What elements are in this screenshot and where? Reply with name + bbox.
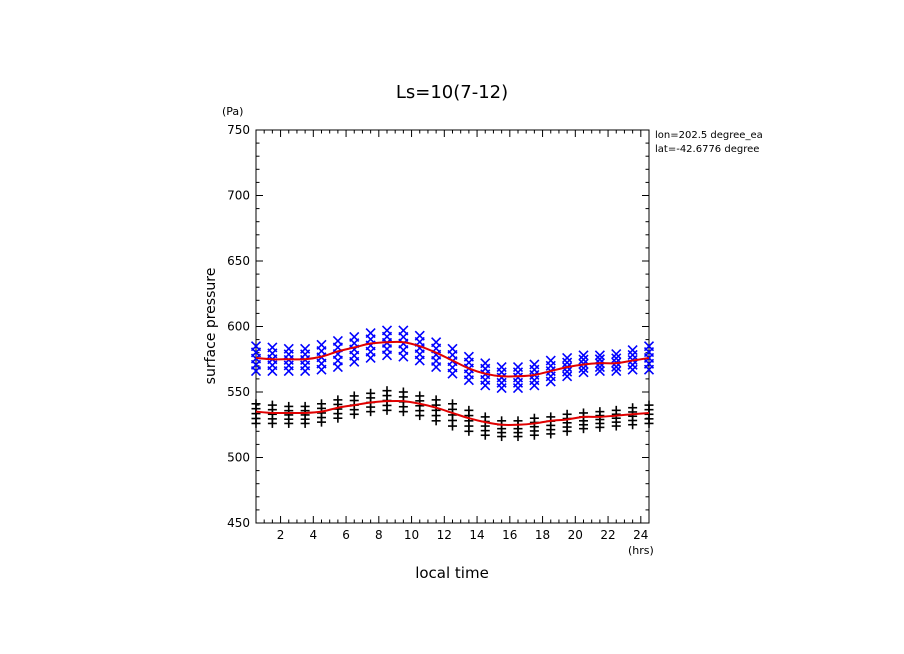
data-point-x — [611, 353, 622, 364]
series-0 — [250, 325, 655, 394]
data-point-x — [332, 335, 343, 346]
y-axis-label: surface pressure — [203, 268, 219, 385]
x-unit-label: (hrs) — [628, 544, 654, 557]
y-tick-label: 750 — [227, 123, 250, 137]
data-point-x — [414, 330, 425, 341]
data-point-x — [316, 339, 327, 350]
x-tick-label: 2 — [277, 528, 285, 542]
data-point-x — [398, 325, 409, 336]
data-point-x — [594, 365, 605, 377]
data-point-x — [594, 350, 605, 361]
data-point-plus — [480, 412, 490, 422]
annotation-lat: lat=-42.6776 degree — [655, 144, 759, 155]
y-tick-label: 650 — [227, 254, 250, 268]
data-point-plus — [267, 400, 277, 410]
data-point-x — [512, 362, 524, 373]
data-point-x — [562, 371, 573, 382]
x-tick-label: 8 — [375, 528, 383, 542]
data-point-x — [627, 364, 638, 375]
x-tick-label: 4 — [309, 528, 317, 542]
data-point-plus — [628, 403, 638, 413]
data-point-plus — [317, 399, 326, 409]
x-tick-label: 12 — [437, 528, 452, 542]
data-point-x — [480, 358, 491, 369]
data-point-x — [578, 354, 589, 365]
data-point-plus — [284, 401, 294, 411]
data-point-x — [381, 325, 393, 336]
data-point-plus — [529, 413, 539, 423]
plot-frame — [255, 129, 650, 524]
y-tick-label: 500 — [227, 451, 250, 465]
data-point-x — [365, 327, 376, 339]
data-point-x — [283, 343, 294, 354]
data-point-plus — [415, 391, 425, 401]
data-point-plus — [333, 395, 343, 405]
x-axis-label: local time — [415, 564, 489, 582]
data-point-x — [349, 331, 360, 343]
fit-curve-2 — [255, 340, 650, 378]
data-point-x — [300, 343, 311, 354]
data-point-x — [627, 349, 638, 361]
data-point-x — [578, 367, 589, 378]
data-point-x — [627, 345, 638, 356]
x-tick-label: 16 — [502, 528, 517, 542]
y-tick-label: 450 — [227, 516, 250, 530]
data-point-plus — [464, 405, 474, 415]
x-tick-label: 14 — [469, 528, 484, 542]
x-tick-label: 18 — [535, 528, 550, 542]
x-tick-label: 24 — [633, 528, 648, 542]
data-point-plus — [611, 405, 621, 415]
y-tick-label: 700 — [227, 189, 250, 203]
y-unit-label: (Pa) — [222, 105, 243, 118]
data-point-plus — [595, 407, 605, 417]
y-tick-label: 600 — [227, 320, 250, 334]
data-point-x — [250, 341, 262, 352]
data-point-plus — [431, 395, 441, 405]
data-point-x — [463, 351, 474, 362]
data-point-x — [611, 348, 622, 360]
fit-curve-3 — [255, 399, 650, 426]
data-point-x — [267, 342, 278, 353]
data-point-plus — [382, 386, 392, 396]
x-tick-label: 6 — [342, 528, 350, 542]
data-point-plus — [366, 388, 376, 398]
data-point-plus — [300, 401, 310, 411]
data-point-x — [431, 337, 442, 348]
x-tick-label: 10 — [404, 528, 419, 542]
data-point-x — [611, 365, 622, 377]
x-tick-label: 20 — [568, 528, 583, 542]
chart-title: Ls=10(7-12) — [396, 82, 508, 103]
y-tick-label: 550 — [227, 385, 250, 399]
data-point-x — [643, 341, 655, 352]
data-point-plus — [448, 399, 457, 409]
x-tick-label: 22 — [600, 528, 615, 542]
data-point-x — [578, 350, 589, 361]
data-point-plus — [644, 400, 654, 410]
annotation-lon: lon=202.5 degree_ea — [655, 130, 763, 141]
data-point-x — [529, 359, 540, 370]
data-point-x — [545, 355, 556, 366]
data-point-plus — [251, 399, 261, 409]
data-point-plus — [562, 409, 572, 419]
data-point-plus — [349, 391, 359, 401]
data-point-x — [496, 362, 507, 373]
data-point-x — [447, 343, 458, 354]
data-point-plus — [398, 387, 408, 397]
data-point-x — [562, 352, 573, 364]
